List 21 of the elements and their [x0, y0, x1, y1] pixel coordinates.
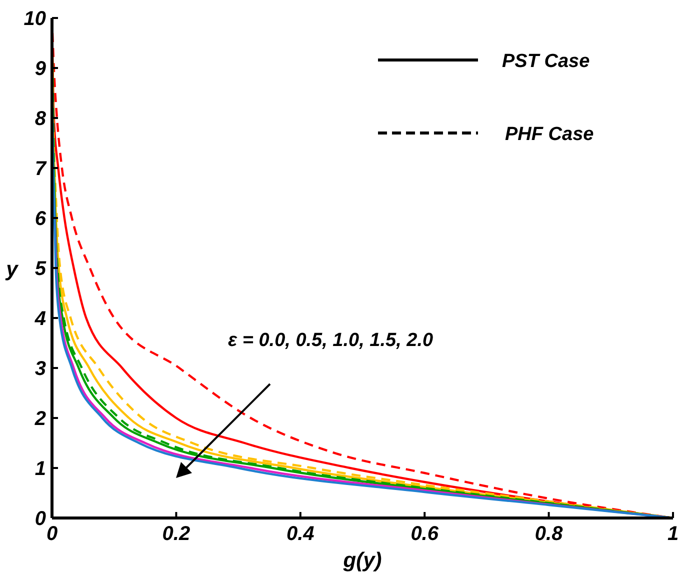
y-tick-label: 1: [34, 458, 46, 480]
y-tick-label: 9: [34, 58, 47, 80]
y-tick-label: 6: [34, 208, 47, 230]
x-tick-label: 0.8: [534, 523, 564, 545]
y-tick-label: 8: [34, 108, 47, 130]
x-tick-label: 0.6: [410, 523, 440, 545]
y-tick-label: 7: [34, 158, 47, 180]
y-tick-label: 3: [34, 358, 46, 380]
y-tick-label: 4: [34, 308, 46, 330]
annotation: PST Case: [502, 51, 590, 72]
x-axis-title: g(y): [342, 549, 382, 572]
x-tick-label: 1: [667, 523, 679, 545]
x-tick-label: 0.2: [162, 523, 190, 545]
y-tick-label: 2: [34, 408, 46, 430]
x-tick-label: 0.4: [286, 523, 314, 545]
y-tick-label: 5: [34, 258, 47, 280]
annotation: ε = 0.0, 0.5, 1.0, 1.5, 2.0: [228, 330, 434, 351]
y-tick-label: 0: [34, 508, 46, 530]
y-tick-label: 10: [24, 8, 46, 30]
annotation: PHF Case: [505, 124, 594, 145]
y-axis-title: y: [5, 258, 20, 281]
